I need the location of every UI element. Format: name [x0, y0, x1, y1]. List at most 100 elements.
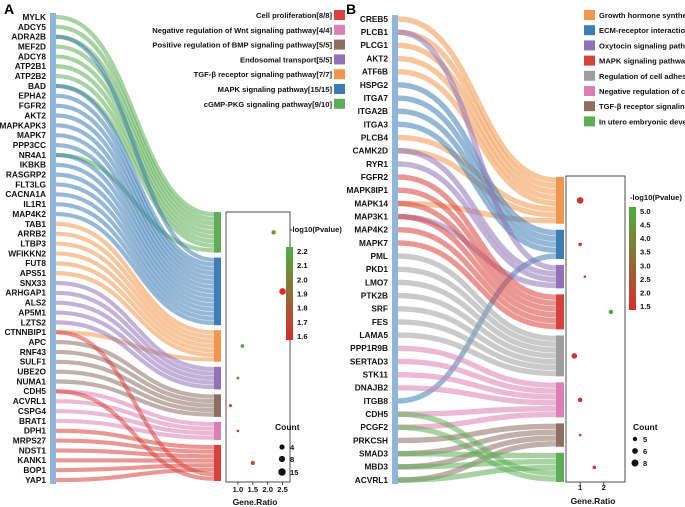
flow-link: [397, 200, 557, 312]
legend-label: Negative regulation of cell growth[6/12]: [599, 87, 685, 96]
dotplot-frame: [225, 211, 291, 483]
gene-label: HSPG2: [360, 80, 389, 90]
gene-label: WFIKKN2: [8, 248, 46, 258]
gene-label: MEF2D: [18, 41, 46, 51]
gene-label: SERTAD3: [350, 356, 388, 366]
x-tick-label: 2.5: [277, 485, 288, 494]
term-node: [556, 294, 564, 330]
flow-link: [55, 103, 215, 276]
colorbar: [629, 207, 636, 310]
colorbar-tick: 5.0: [640, 207, 651, 216]
term-dot: [578, 242, 582, 247]
gene-label: ATP2B2: [15, 71, 47, 81]
flow-link: [55, 271, 215, 358]
legend-label: TGF-β receptor signaling pathway[7/7]: [194, 70, 333, 79]
size-legend-title: Count: [275, 422, 300, 432]
gene-label: CAMK2D: [353, 146, 389, 156]
gene-label: LTBP3: [20, 238, 46, 248]
legend-label: MAPK signaling pathway[6/41]: [599, 57, 685, 66]
gene-label: PPP1R9B: [350, 343, 388, 353]
gene-label: PRKCSH: [353, 435, 388, 445]
gene-label: SMAD3: [359, 449, 388, 459]
gene-label: BAD: [28, 81, 46, 91]
size-legend-label: 15: [290, 468, 299, 477]
flows: [397, 16, 557, 483]
term-node: [556, 264, 564, 289]
flow-link: [55, 320, 215, 390]
gene-label: MAPK8IP1: [347, 185, 389, 195]
size-legend-label: 5: [643, 435, 648, 444]
legend-swatch: [584, 10, 595, 20]
gene-label: MAP4K2: [354, 225, 388, 235]
size-legend-title: Count: [633, 422, 658, 432]
flow-link: [55, 379, 215, 417]
legend-swatch: [584, 116, 595, 127]
gene-label: FLT3LG: [15, 179, 46, 189]
flow-link: [397, 279, 557, 353]
flow-link: [55, 123, 215, 285]
gene-label: IKBKB: [20, 160, 46, 170]
gene-label: ITGA3: [364, 119, 389, 129]
gene-label: ITGB8: [364, 396, 389, 406]
flow-link: [55, 349, 215, 404]
term-dot: [583, 275, 587, 278]
legend-swatch: [334, 10, 345, 20]
gene-label: FGFR2: [19, 101, 47, 111]
flow-link: [55, 93, 215, 271]
size-legend-label: 8: [290, 455, 294, 464]
term-node: [556, 382, 564, 418]
term-dot: [271, 230, 276, 235]
gene-label: MAPK14: [354, 198, 388, 208]
gene-label: ITGA7: [364, 93, 389, 103]
gene-bar: [392, 15, 398, 484]
legend-label: cGMP-PKG signaling pathway[9/10]: [204, 100, 333, 109]
colorbar-tick: 2.2: [297, 247, 308, 256]
gene-label: ALS2: [25, 298, 47, 308]
term-node: [556, 229, 564, 259]
term-dot: [236, 429, 240, 433]
colorbar-tick: 1.6: [297, 332, 308, 341]
size-legend-dot: [278, 455, 286, 463]
flow-link: [397, 95, 557, 242]
gene-label: MAPK7: [17, 130, 46, 140]
flow-link: [55, 133, 215, 289]
term-dot: [250, 460, 255, 465]
x-tick-label: 2.0: [262, 485, 273, 494]
flow-link: [397, 29, 557, 271]
colorbar-tick: 4.0: [640, 234, 651, 243]
gene-label: AKT2: [24, 110, 46, 120]
gene-label: LZTS2: [21, 317, 47, 327]
gene-label: ATF6B: [362, 67, 388, 77]
flow-link: [55, 74, 215, 244]
size-legend-label: 6: [643, 447, 647, 456]
legend-swatch: [334, 69, 345, 80]
gene-label: RASGRP2: [6, 170, 46, 180]
gene-label: EPHA2: [18, 91, 46, 101]
size-legend-dot: [279, 444, 285, 450]
gene-label: MYLK: [22, 12, 46, 22]
gene-label: MAPKAPK3: [0, 120, 46, 130]
term-node: [214, 394, 221, 417]
size-legend-dot: [632, 436, 638, 442]
flows: [55, 14, 215, 483]
legend-swatch: [334, 54, 345, 65]
gene-label: MAPK7: [359, 238, 388, 248]
flow-link: [55, 330, 215, 477]
gene-label: DNAJB2: [355, 383, 389, 393]
gene-label: CTNNBIP1: [5, 327, 47, 337]
legend-swatch: [584, 40, 595, 51]
gene-label: CACNA1A: [5, 189, 46, 199]
flow-link: [55, 300, 215, 381]
legend-label: TGF-β receptor signaling pathway[4/12]: [599, 102, 685, 111]
flow-link: [397, 187, 557, 306]
panel-b: B CREB5 PLCB1 PLCG1 AKT2 ATF6B HSPG2 ITGA7 ITGA2…: [346, 1, 685, 506]
flow-link: [397, 174, 557, 300]
flow-link: [55, 290, 215, 376]
size-legend-label: 8: [643, 459, 647, 468]
flow-link: [397, 227, 557, 324]
colorbar-tick: 2.1: [297, 261, 308, 270]
legend-label: Positive regulation of BMP signaling pat…: [152, 41, 332, 50]
term-node: [214, 366, 221, 390]
x-axis-label: Gene.Ratio: [571, 496, 616, 506]
flow-link: [397, 42, 557, 195]
